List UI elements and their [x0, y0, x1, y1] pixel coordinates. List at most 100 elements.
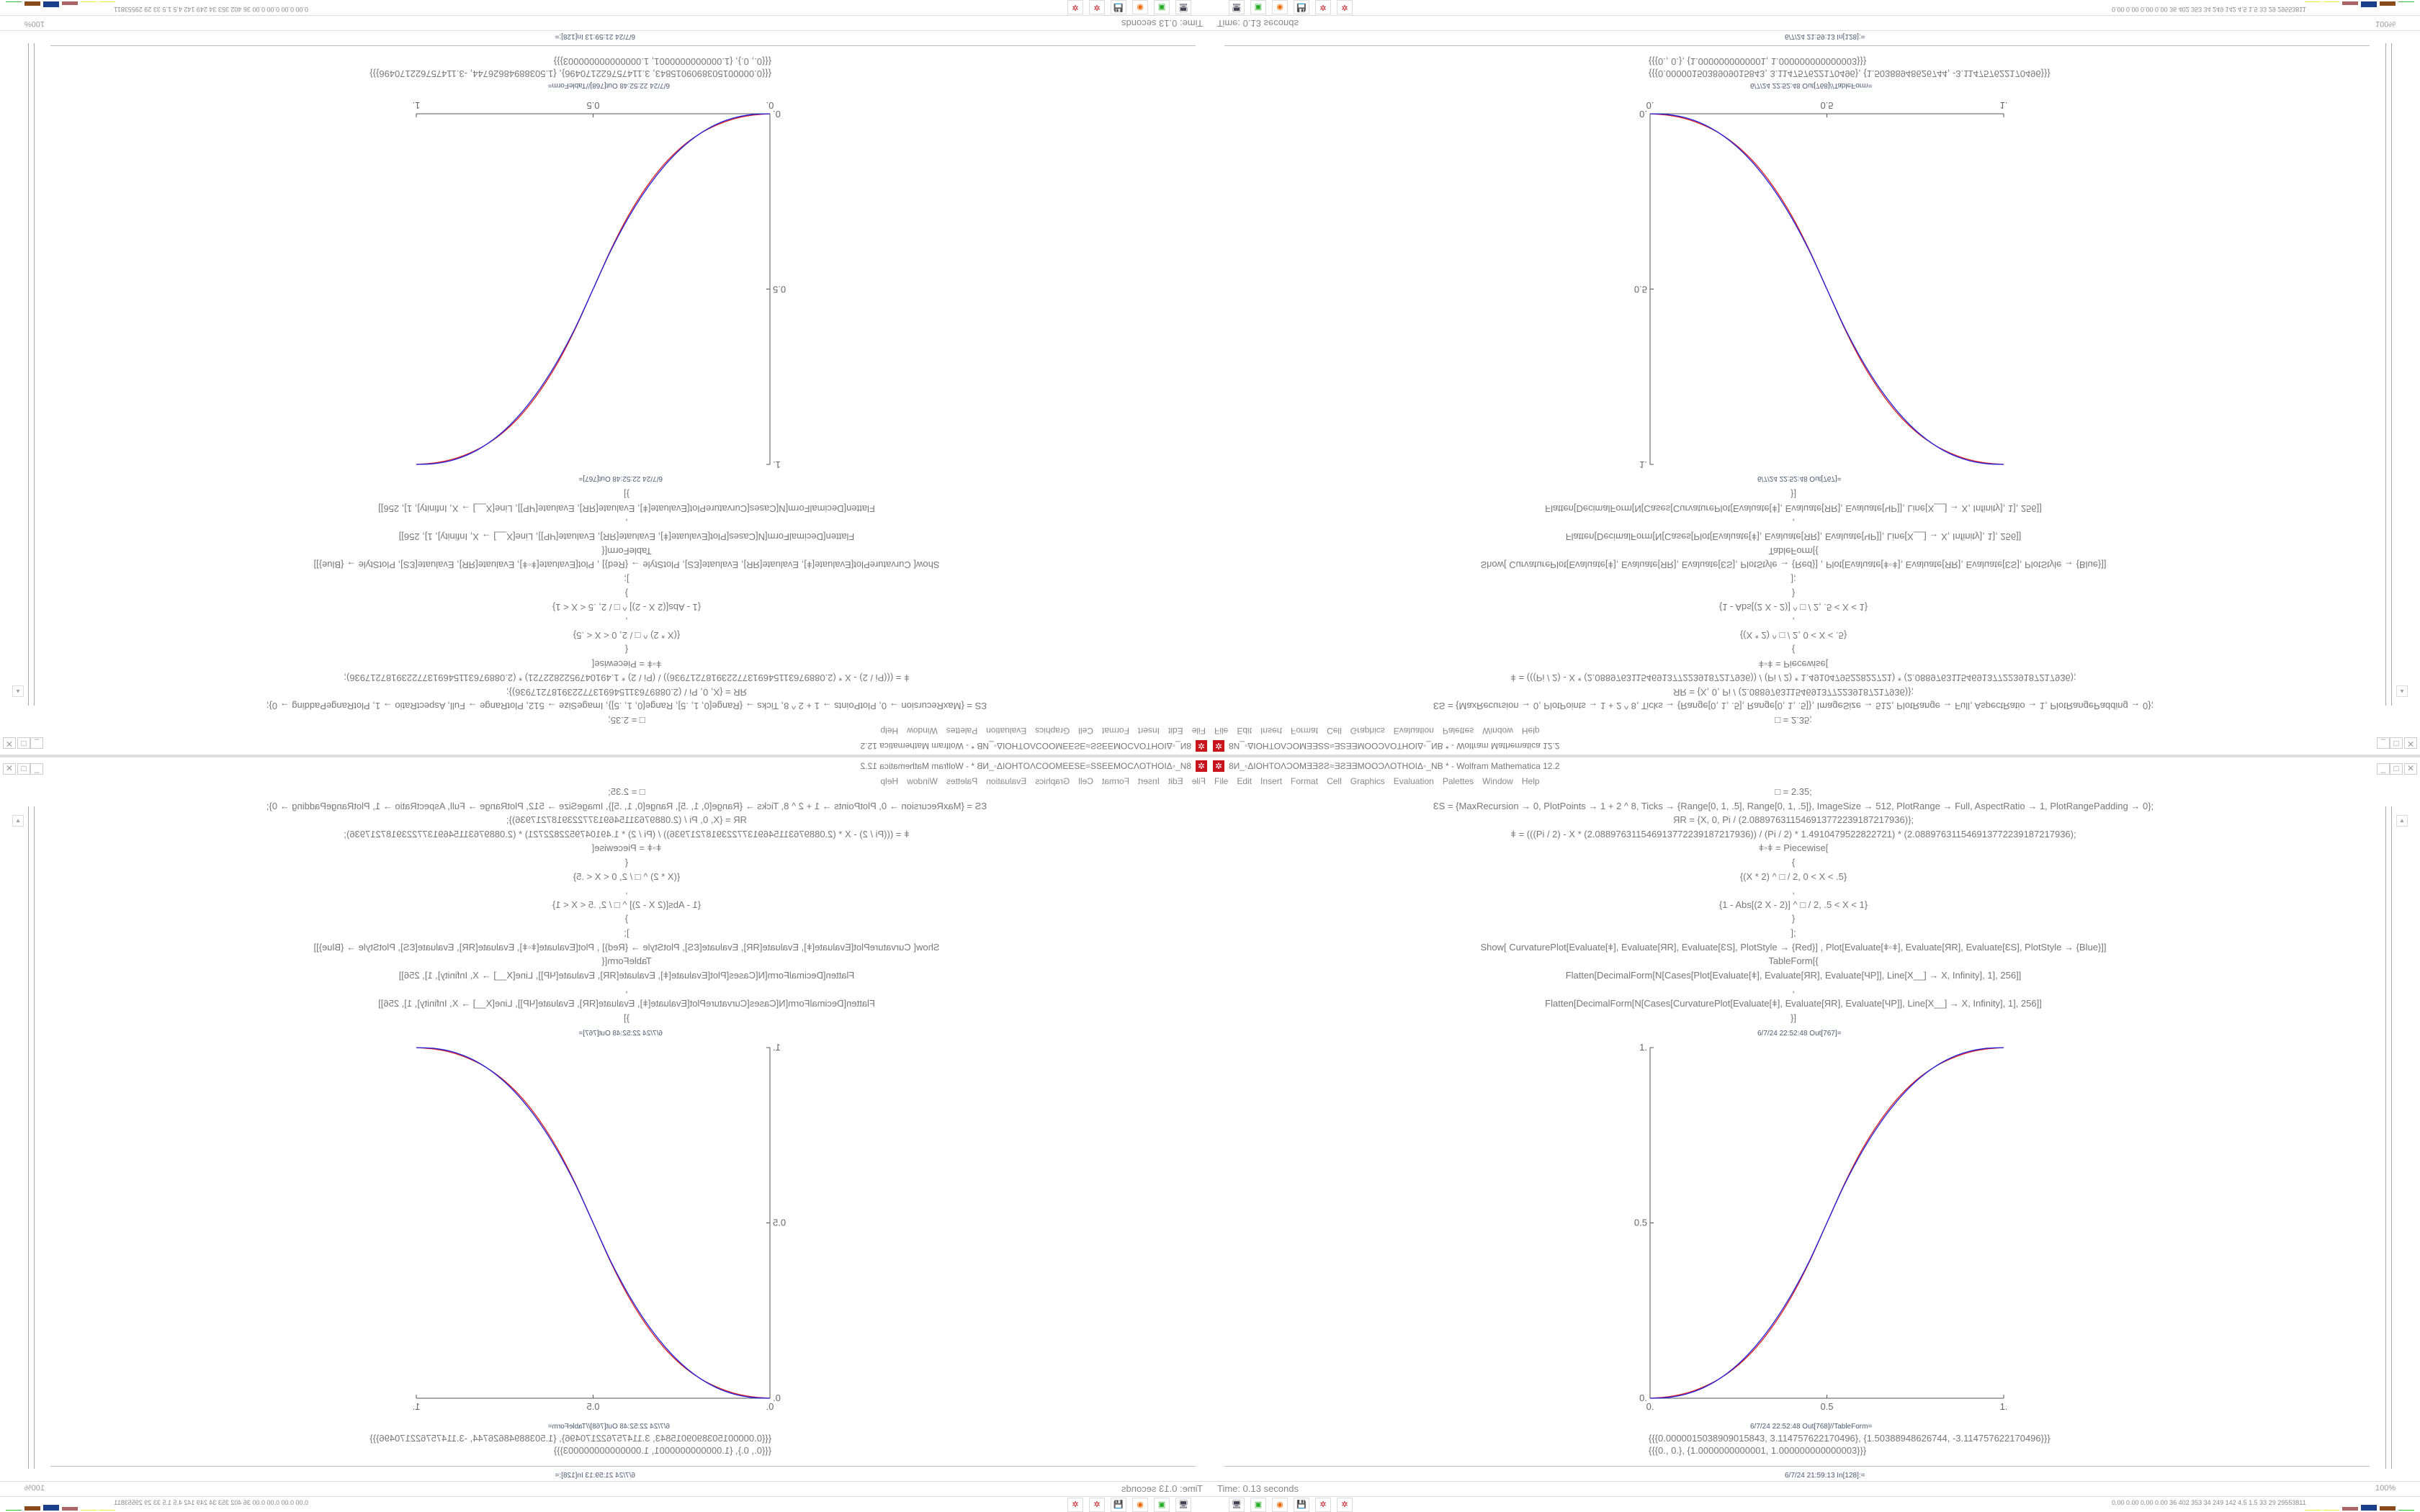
- y-tick-label: 1.: [1639, 1042, 1647, 1053]
- menu-cell[interactable]: Cell: [1327, 776, 1342, 786]
- out768-row: {{{0., 0.}, {1.0000000000001, 1.00000000…: [1649, 1445, 1867, 1456]
- menu-help[interactable]: Help: [1521, 776, 1540, 786]
- mathematica-icon[interactable]: ✲: [1089, 0, 1105, 14]
- firefox-icon[interactable]: ◉: [1132, 1498, 1148, 1512]
- floppy-64-icon[interactable]: 💾: [1111, 1498, 1126, 1512]
- in128-label: 6/7/24 21:59:13 In[128]:=: [555, 1472, 635, 1480]
- y-tick-label: 0.: [773, 1392, 781, 1403]
- taskbar: 🖥 ▣ ◉ 💾 ✲ ✲ 0.00 0.00 0.00 0.00 36 402 353 34…: [1210, 1496, 2420, 1512]
- scroll-up-button[interactable]: ▲: [2396, 685, 2408, 697]
- x-tick-label: 0.: [766, 100, 774, 111]
- menu-file[interactable]: File: [1214, 776, 1229, 786]
- x-tick-label: 0.: [766, 1401, 774, 1412]
- cell-bracket[interactable]: [2391, 806, 2392, 1469]
- series-line-1: [1649, 1047, 2004, 1399]
- floppy-64-icon[interactable]: 💾: [1294, 0, 1309, 14]
- code-line: }]: [1791, 1012, 1796, 1023]
- menu-format[interactable]: Format: [1291, 776, 1319, 786]
- y-tick-label: 0.: [1639, 109, 1647, 120]
- out768-row: {{{0.0000015038909015843, 3.114757622170…: [1649, 1433, 2051, 1444]
- cell-divider: [50, 45, 1196, 46]
- cell-divider: [50, 1466, 1196, 1467]
- zoom-level[interactable]: 100%: [2375, 1484, 2396, 1493]
- series-line-1: [416, 113, 771, 465]
- status-bar: Time: 0.13 seconds 100%: [1210, 1481, 2420, 1497]
- cell-bracket[interactable]: [34, 806, 35, 1469]
- title-bar: ✲ 8И_◦ΔIOHTOΛƆOMƎƎƧƧ≈ƎƧƎƎMOOƆΛOTHOIΔ◦_NB…: [1210, 756, 2420, 775]
- code-line: TableForm[{: [1768, 955, 1819, 967]
- menu-graphics[interactable]: Graphics: [1350, 776, 1385, 786]
- terminal-icon[interactable]: ▣: [1154, 1498, 1170, 1512]
- menu-window[interactable]: Window: [1482, 776, 1513, 786]
- minimize-button[interactable]: _: [2377, 763, 2390, 775]
- cell-bracket[interactable]: [2391, 43, 2392, 706]
- x-tick-label: 0.5: [1820, 1401, 1833, 1412]
- remote-desktop-icon[interactable]: 🖥: [1229, 0, 1245, 14]
- mathematica-icon[interactable]: ✲: [1315, 1498, 1331, 1512]
- maximize-button[interactable]: □: [2390, 763, 2403, 775]
- y-tick-label: 1.: [773, 1042, 781, 1053]
- x-tick-label: 1.: [2000, 100, 2008, 111]
- firefox-icon[interactable]: ◉: [1132, 0, 1148, 14]
- x-tick-label: 1.: [413, 100, 421, 111]
- out768-label: 6/7/24 22:52:48 Out[768]//TableForm=: [1750, 1423, 1873, 1431]
- menu-insert[interactable]: Insert: [1260, 776, 1283, 786]
- cell-bracket[interactable]: [2385, 806, 2386, 1469]
- out768-label: 6/7/24 22:52:48 Out[768]//TableForm=: [547, 1423, 670, 1431]
- mathematica-icon[interactable]: ✲: [1067, 0, 1083, 14]
- scroll-up-button[interactable]: ▲: [2396, 815, 2408, 827]
- menu-edit[interactable]: Edit: [1237, 776, 1252, 786]
- code-line: ,: [1792, 885, 1795, 896]
- mathematica-icon[interactable]: ✲: [1089, 1498, 1105, 1512]
- floppy-64-icon[interactable]: 💾: [1294, 1498, 1309, 1512]
- system-monitor: 0.00 0.00 0.00 0.00 36 402 353 34 249 14…: [2112, 1499, 2306, 1506]
- cell-bracket[interactable]: [28, 806, 29, 1469]
- remote-desktop-icon[interactable]: 🖥: [1175, 0, 1191, 14]
- status-bar: Time: 0.13 seconds 100%: [0, 1481, 1210, 1497]
- close-button[interactable]: ✕: [2404, 763, 2417, 775]
- in128-label: 6/7/24 21:59:13 In[128]:=: [1785, 1472, 1865, 1480]
- mathematica-icon[interactable]: ✲: [1337, 0, 1353, 14]
- zoom-level[interactable]: 100%: [2375, 19, 2396, 28]
- firefox-icon[interactable]: ◉: [1272, 1498, 1288, 1512]
- scroll-up-button[interactable]: ▲: [12, 815, 24, 827]
- mathematica-icon[interactable]: ✲: [1337, 1498, 1353, 1512]
- out767-label: 6/7/24 22:52:48 Out[767]=: [1757, 1030, 1842, 1038]
- system-monitor: 0.00 0.00 0.00 0.00 36 402 353 34 249 14…: [114, 6, 308, 13]
- system-monitor: 0.00 0.00 0.00 0.00 36 402 353 34 249 14…: [2112, 6, 2306, 13]
- code-line: ǂ = (((Pi / 2) - X * (2.0889763115469137…: [1510, 828, 2076, 840]
- y-tick-label: 0.: [773, 109, 781, 120]
- terminal-icon[interactable]: ▣: [1154, 0, 1170, 14]
- cell-bracket[interactable]: [2385, 43, 2386, 706]
- terminal-icon[interactable]: ▣: [1250, 1498, 1266, 1512]
- evaluation-time: Time: 0.13 seconds: [1217, 18, 1299, 29]
- status-bar: Time: 0.13 seconds 100%: [1210, 15, 2420, 31]
- zoom-level[interactable]: 100%: [24, 1484, 45, 1493]
- zoom-level[interactable]: 100%: [24, 19, 45, 28]
- mathematica-icon[interactable]: ✲: [1315, 0, 1331, 14]
- menu-evaluation[interactable]: Evaluation: [1393, 776, 1434, 786]
- x-tick-label: 0.5: [586, 1401, 599, 1412]
- out768-row: {{{0.0000015038909015843, 3.114757622170…: [1649, 68, 2051, 79]
- y-tick-label: 0.: [1639, 1392, 1647, 1403]
- x-tick-label: 0.5: [1820, 100, 1833, 111]
- floppy-64-icon[interactable]: 💾: [1111, 0, 1126, 14]
- window-mirror-horizontal: ✲ 8И_◦ΔIOHTOΛƆOMƎƎƧƧ≈ƎƧƎƎMOOƆΛOTHOIΔ◦_NB…: [0, 756, 1210, 1512]
- code-line: {(X * 2) ^ □ / 2, 0 < X < .5}: [1739, 870, 1847, 882]
- status-bar: Time: 0.13 seconds 100%: [0, 15, 1210, 31]
- scroll-up-button[interactable]: ▲: [12, 685, 24, 697]
- firefox-icon[interactable]: ◉: [1272, 0, 1288, 14]
- cell-bracket[interactable]: [28, 43, 29, 706]
- cell-bracket[interactable]: [34, 43, 35, 706]
- remote-desktop-icon[interactable]: 🖥: [1175, 1498, 1191, 1512]
- evaluation-time: Time: 0.13 seconds: [1121, 1483, 1203, 1494]
- remote-desktop-icon[interactable]: 🖥: [1229, 1498, 1245, 1512]
- x-tick-label: 0.: [1646, 1401, 1654, 1412]
- code-line: Flatten[DecimalForm[N[Cases[CurvaturePlo…: [1545, 998, 2042, 1009]
- menu-palettes[interactable]: Palettes: [1442, 776, 1474, 786]
- terminal-icon[interactable]: ▣: [1250, 0, 1266, 14]
- mathematica-icon[interactable]: ✲: [1067, 1498, 1083, 1512]
- series-line-1: [1649, 113, 2004, 465]
- out768-row: {{{0., 0.}, {1.0000000000001, 1.00000000…: [1649, 56, 1867, 67]
- code-line: {1 - Abs[(2 X - 2)] ^ □ / 2, .5 < X < 1}: [1718, 899, 1868, 910]
